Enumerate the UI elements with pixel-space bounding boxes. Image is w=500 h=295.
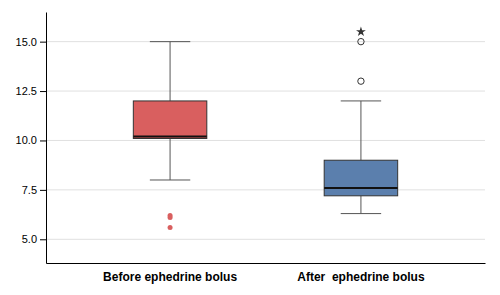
x-tick-label: Before ephedrine bolus [103,270,237,284]
plot-area [133,27,397,230]
box-body [324,160,397,196]
grid-line [46,189,485,190]
whisker-low [170,138,171,180]
median [324,187,397,189]
y-tick-label: 5.0 [22,233,37,245]
whisker-high [170,42,171,101]
x-axis: Before ephedrine bolus After ephedrine bo… [47,264,486,284]
whisker-cap-low [341,213,381,214]
flier [168,215,173,220]
whisker-high [360,101,361,160]
x-tick: Before ephedrine bolus [103,270,237,284]
y-tick-label: 12.5 [16,85,37,97]
chart: 5.0 7.5 10.0 12.5 15.0 Before ephedrine bolus… [0,0,500,295]
y-tick: 15.0 [16,36,46,48]
grid-line [46,41,485,42]
flier [356,27,366,36]
whisker-cap-high [341,100,381,101]
grid-line [46,91,485,92]
y-tick: 10.0 [16,134,46,146]
y-axis: 5.0 7.5 10.0 12.5 15.0 [16,13,47,264]
y-tick-label: 15.0 [16,36,37,48]
y-tick-mark [40,190,46,191]
y-tick: 5.0 [22,233,46,245]
grid [46,42,485,240]
y-tick: 7.5 [22,184,46,196]
box-body [133,101,206,139]
whisker-cap-high [150,41,190,42]
box [324,27,397,214]
grid-line [46,239,485,240]
box [133,42,206,230]
y-tick-mark [40,239,46,240]
x-tick: After ephedrine bolus [297,270,425,284]
flier [168,225,173,230]
y-axis-line [46,13,47,264]
whisker-cap-low [150,179,190,180]
y-tick-label: 7.5 [22,184,37,196]
y-tick: 12.5 [16,85,46,97]
grid-line [46,140,485,141]
y-tick-label: 10.0 [16,134,37,146]
y-tick-mark [40,140,46,141]
flier [358,78,364,84]
y-tick-mark [40,91,46,92]
whisker-low [360,196,361,214]
median [133,136,206,138]
x-axis-line [47,263,486,264]
x-tick-label: After ephedrine bolus [297,270,425,284]
flier [358,38,364,44]
y-tick-mark [40,42,46,43]
